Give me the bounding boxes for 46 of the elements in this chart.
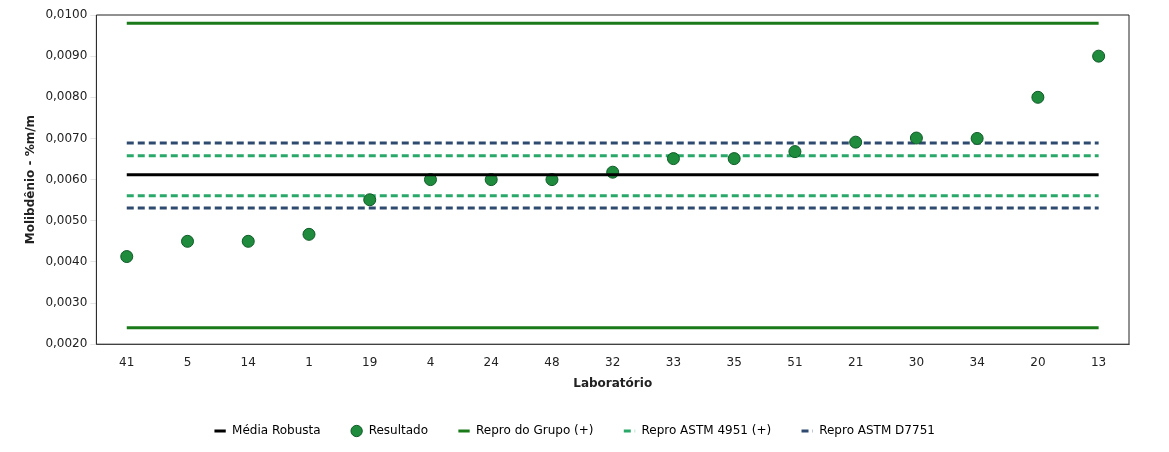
y-tick-label: 0,0040: [45, 254, 88, 269]
point: [120, 250, 134, 264]
y-tick-label: 0,0080: [45, 89, 88, 104]
point: [909, 131, 923, 145]
x-tick-label: 5: [183, 354, 192, 369]
x-tick-label: 1: [305, 354, 313, 369]
legend-label: Repro do Grupo (+): [476, 423, 594, 438]
point: [363, 193, 377, 207]
y-tick-label: 0,0030: [45, 295, 88, 310]
x-tick-label: 51: [787, 354, 803, 369]
point: [1092, 49, 1106, 63]
point: [181, 234, 194, 248]
point: [970, 131, 984, 145]
legend-label: Repro ASTM D7751: [819, 423, 935, 438]
x-tick-label: 41: [119, 354, 135, 369]
y-tick-label: 0,0090: [45, 48, 88, 63]
x-tick-label: 21: [848, 354, 864, 369]
x-tick-label: 20: [1030, 354, 1046, 369]
y-tick-label: 0,0060: [45, 171, 88, 186]
x-tick-label: 30: [908, 354, 925, 369]
x-tick-label: 19: [362, 354, 378, 369]
x-tick-label: 33: [665, 354, 682, 369]
point: [849, 135, 863, 149]
point: [788, 145, 802, 159]
legend-label: Repro ASTM 4951 (+): [641, 423, 772, 438]
point: [302, 227, 316, 241]
y-tick-label: 0,0050: [45, 212, 88, 227]
x-tick-label: 32: [605, 354, 621, 369]
x-tick-label: 34: [969, 354, 985, 369]
y-axis-title: Molibdênio - %m/m: [23, 114, 38, 245]
point: [666, 152, 680, 166]
y-tick-label: 0,0070: [45, 130, 88, 145]
x-tick-label: 13: [1090, 354, 1107, 369]
point: [1031, 90, 1045, 104]
x-axis-title: Laboratório: [573, 375, 653, 390]
y-tick-label: 0,0020: [45, 336, 88, 351]
x-tick-label: 48: [544, 354, 560, 369]
legend-label: Média Robusta: [232, 423, 321, 438]
y-tick-label: 0,0100: [45, 7, 88, 22]
x-tick-label: 4: [426, 354, 435, 369]
x-tick-label: 24: [483, 354, 499, 369]
legend-label: Resultado: [368, 423, 429, 438]
point: [727, 152, 741, 166]
point: [241, 234, 255, 248]
x-tick-label: 35: [726, 354, 742, 369]
x-tick-label: 14: [240, 354, 256, 369]
